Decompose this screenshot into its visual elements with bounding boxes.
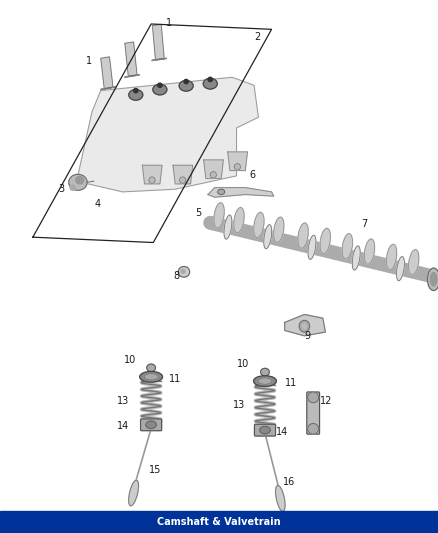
Ellipse shape	[302, 324, 307, 329]
Ellipse shape	[129, 480, 138, 506]
Ellipse shape	[308, 235, 316, 260]
Text: 4: 4	[95, 199, 101, 208]
Ellipse shape	[210, 172, 216, 178]
Ellipse shape	[134, 88, 138, 93]
Ellipse shape	[69, 174, 87, 190]
Ellipse shape	[261, 368, 269, 376]
Polygon shape	[204, 160, 223, 179]
Polygon shape	[100, 87, 116, 90]
Ellipse shape	[396, 256, 404, 281]
Text: 2: 2	[254, 33, 260, 42]
Polygon shape	[101, 57, 113, 88]
Ellipse shape	[264, 224, 272, 249]
Ellipse shape	[149, 177, 155, 183]
Ellipse shape	[214, 203, 224, 228]
FancyBboxPatch shape	[141, 419, 162, 431]
Polygon shape	[152, 58, 167, 61]
Ellipse shape	[352, 246, 360, 270]
Text: 7: 7	[361, 219, 367, 229]
Text: Camshaft & Valvetrain: Camshaft & Valvetrain	[157, 517, 281, 527]
Ellipse shape	[208, 77, 212, 82]
Ellipse shape	[144, 374, 158, 380]
Ellipse shape	[364, 239, 374, 264]
Polygon shape	[124, 75, 140, 77]
Ellipse shape	[307, 423, 318, 434]
Text: 16: 16	[283, 478, 295, 487]
Ellipse shape	[234, 164, 240, 170]
Polygon shape	[285, 314, 325, 336]
Ellipse shape	[147, 364, 155, 372]
Ellipse shape	[342, 233, 353, 259]
Ellipse shape	[179, 80, 193, 91]
FancyBboxPatch shape	[0, 511, 438, 533]
Polygon shape	[152, 25, 164, 60]
Ellipse shape	[260, 426, 270, 434]
Ellipse shape	[146, 421, 156, 429]
Ellipse shape	[178, 266, 190, 277]
Polygon shape	[125, 42, 137, 76]
Text: 11: 11	[169, 375, 181, 384]
Text: 1: 1	[166, 18, 172, 28]
Ellipse shape	[274, 217, 284, 243]
Ellipse shape	[234, 207, 244, 233]
Ellipse shape	[307, 392, 318, 403]
Ellipse shape	[129, 90, 143, 100]
Polygon shape	[208, 188, 274, 197]
Polygon shape	[228, 152, 247, 171]
Ellipse shape	[184, 79, 188, 84]
Ellipse shape	[427, 268, 438, 290]
Text: 3: 3	[59, 184, 65, 194]
Ellipse shape	[218, 189, 225, 195]
Ellipse shape	[153, 84, 167, 95]
Ellipse shape	[430, 273, 437, 286]
Ellipse shape	[276, 486, 285, 511]
Ellipse shape	[298, 223, 308, 248]
Text: 1: 1	[86, 56, 92, 66]
Ellipse shape	[320, 228, 330, 254]
Text: 14: 14	[117, 422, 129, 431]
Ellipse shape	[409, 249, 419, 275]
Ellipse shape	[181, 270, 185, 273]
Ellipse shape	[203, 78, 217, 89]
Ellipse shape	[299, 320, 310, 332]
Text: 6: 6	[250, 170, 256, 180]
FancyBboxPatch shape	[307, 392, 320, 434]
Ellipse shape	[254, 376, 276, 386]
Text: 9: 9	[304, 331, 311, 341]
Text: 11: 11	[285, 378, 297, 387]
Ellipse shape	[254, 212, 264, 238]
Polygon shape	[142, 165, 162, 184]
Ellipse shape	[386, 244, 397, 270]
Text: 13: 13	[117, 396, 129, 406]
Ellipse shape	[140, 372, 162, 382]
Text: 10: 10	[237, 359, 250, 368]
Ellipse shape	[258, 378, 272, 384]
Ellipse shape	[158, 83, 162, 87]
Text: 13: 13	[233, 400, 245, 410]
Text: 12: 12	[320, 396, 332, 406]
FancyBboxPatch shape	[254, 424, 276, 436]
Text: 14: 14	[276, 427, 288, 437]
Ellipse shape	[180, 177, 186, 183]
Text: 10: 10	[124, 355, 136, 365]
Ellipse shape	[70, 185, 75, 190]
Text: 15: 15	[149, 465, 161, 475]
Ellipse shape	[224, 215, 232, 239]
Polygon shape	[173, 165, 193, 184]
Ellipse shape	[76, 176, 84, 184]
Polygon shape	[77, 77, 258, 192]
Text: 8: 8	[173, 271, 180, 281]
Text: 5: 5	[195, 208, 201, 218]
